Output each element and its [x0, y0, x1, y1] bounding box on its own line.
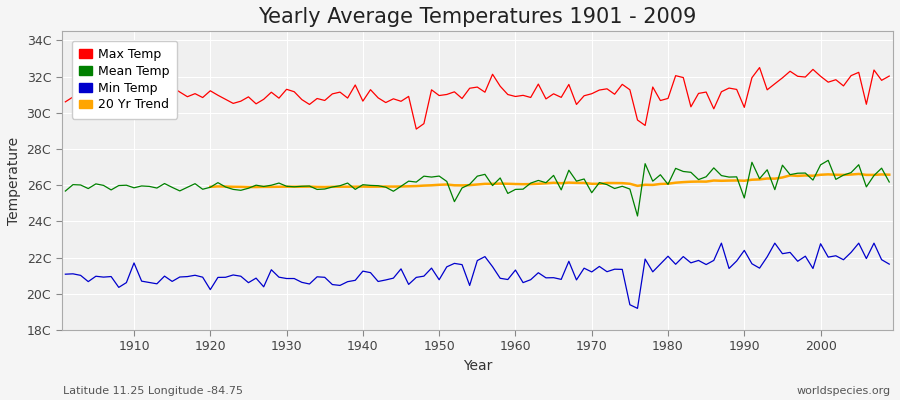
Text: worldspecies.org: worldspecies.org: [796, 386, 891, 396]
X-axis label: Year: Year: [463, 359, 492, 373]
Legend: Max Temp, Mean Temp, Min Temp, 20 Yr Trend: Max Temp, Mean Temp, Min Temp, 20 Yr Tre…: [72, 40, 177, 119]
Text: Latitude 11.25 Longitude -84.75: Latitude 11.25 Longitude -84.75: [63, 386, 243, 396]
Y-axis label: Temperature: Temperature: [7, 137, 21, 225]
Title: Yearly Average Temperatures 1901 - 2009: Yearly Average Temperatures 1901 - 2009: [258, 7, 697, 27]
